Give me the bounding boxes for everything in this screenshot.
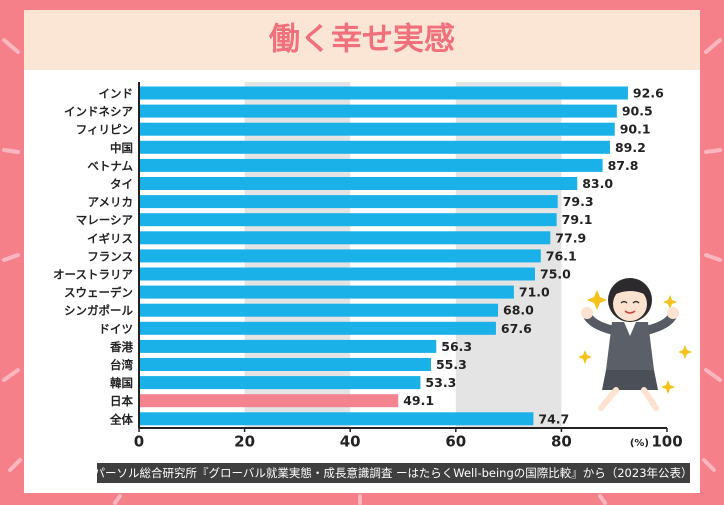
title-band [24,10,700,70]
x-tick-label: 60 [445,433,466,451]
value-label: 92.6 [633,86,664,101]
source-band [97,463,690,483]
value-label: 55.3 [436,357,467,372]
x-tick-label: 100 [651,433,682,451]
category-label: アメリカ [88,195,133,209]
value-label: 56.3 [441,339,472,354]
bar [139,231,551,245]
category-label: 香港 [109,340,133,354]
value-label: 75.0 [540,267,571,282]
category-label: 中国 [110,141,133,155]
x-unit: (%) [630,438,649,449]
plot: 0 20 40 60 80 100(%) インド 92.6 インドネシア 90.5 フィリピン 90.… [53,82,683,451]
category-label: ベトナム [87,159,133,173]
illustration [578,278,692,411]
value-label: 90.1 [620,122,651,137]
x-tick-label: 80 [551,433,572,451]
value-label: 74.7 [538,411,569,426]
value-label: 49.1 [403,393,434,408]
bar [139,358,431,371]
bar [139,86,628,100]
bar [139,122,615,136]
bar [139,213,557,227]
bar [139,104,617,118]
chart-title: 働く幸せ実感 [269,22,455,58]
bar [139,195,558,209]
category-label: イギリス [87,231,133,245]
category-label: タイ [110,177,133,191]
category-label: スウェーデン [64,286,133,300]
bar [139,140,610,154]
category-label: シンガポール [64,304,133,318]
bar [139,303,499,317]
value-label: 53.3 [425,375,456,390]
category-label: 韓国 [110,376,133,390]
source: パーソル総合研究所『グローバル就業実態・成長意識調査 ーはたらくWell-bei… [93,466,692,480]
rays [2,38,722,505]
value-label: 90.5 [622,104,653,119]
category-label: オーストラリア [53,268,133,282]
bar [139,321,496,335]
x-tick-label: 40 [340,433,361,451]
value-label: 71.0 [519,285,550,300]
value-label: 67.6 [501,321,532,336]
bar [139,285,514,299]
bar [139,339,437,353]
category-label: インドネシア [64,105,133,119]
category-label: 日本 [110,394,133,408]
category-label: ドイツ [99,322,134,336]
category-label: フィリピン [76,123,133,137]
value-label: 77.9 [555,230,586,245]
value-label: 87.8 [608,158,639,173]
bar [139,267,535,281]
category-label: マレーシア [76,213,134,227]
x-tick-label: 20 [234,433,255,451]
category-label: 台湾 [110,358,133,372]
bar [139,158,603,172]
value-label: 83.0 [582,176,613,191]
value-label: 79.3 [563,194,594,209]
value-label: 89.2 [615,140,646,155]
category-label: インド [99,87,134,101]
category-label: フランス [87,249,133,263]
x-tick-label: 0 [134,433,144,451]
value-label: 68.0 [503,303,534,318]
bar [139,412,534,426]
bar [139,394,399,408]
bar [139,177,578,190]
bar [139,376,421,390]
bar [139,249,541,263]
value-label: 76.1 [546,248,577,263]
category-label: 全体 [109,412,133,426]
value-label: 79.1 [562,212,593,227]
